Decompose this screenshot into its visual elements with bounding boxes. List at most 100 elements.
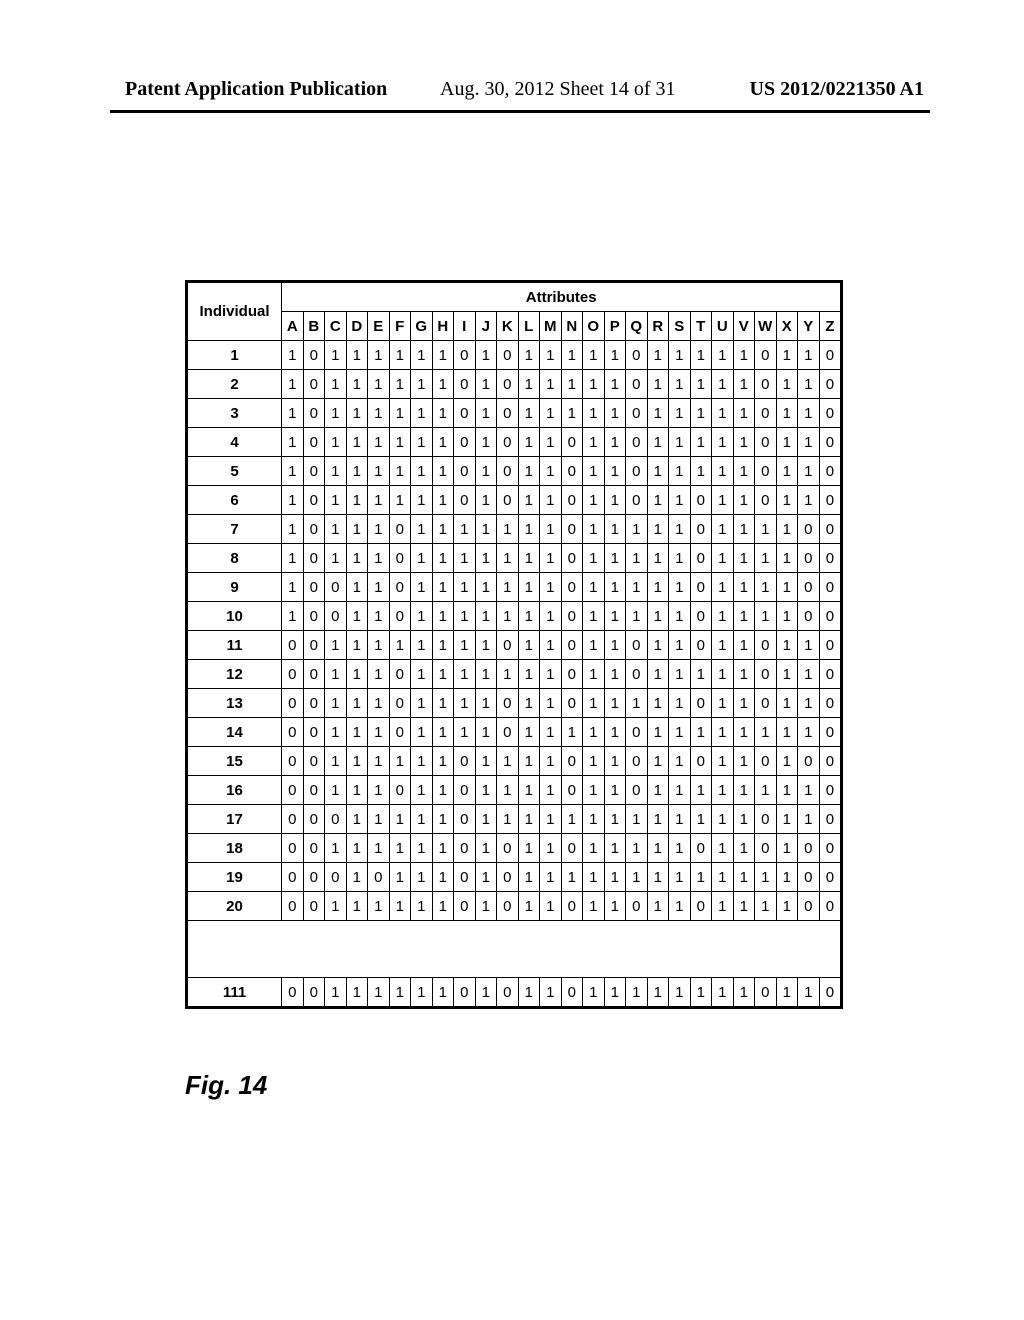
cell: 1 xyxy=(282,428,304,457)
cell: 0 xyxy=(561,776,583,805)
cell: 1 xyxy=(776,689,798,718)
cell: 1 xyxy=(776,486,798,515)
table-row: 510111111010110110111110110 xyxy=(188,457,841,486)
cell: 0 xyxy=(626,428,648,457)
cell: 1 xyxy=(325,341,347,370)
cell: 1 xyxy=(647,573,669,602)
cell: 0 xyxy=(819,747,841,776)
cell: 1 xyxy=(346,747,368,776)
cell: 1 xyxy=(647,515,669,544)
cell: 0 xyxy=(798,515,820,544)
cell: 1 xyxy=(626,602,648,631)
cell: 1 xyxy=(733,892,755,921)
cell: 1 xyxy=(712,573,734,602)
cell: 1 xyxy=(776,805,798,834)
cell: 1 xyxy=(411,718,433,747)
col-header-letter: K xyxy=(497,312,519,341)
cell: 0 xyxy=(755,399,777,428)
table-row: 410111111010110110111110110 xyxy=(188,428,841,457)
cell: 1 xyxy=(282,399,304,428)
table-header-row-1: Individual Attributes xyxy=(188,283,841,312)
cell: 0 xyxy=(561,834,583,863)
cell: 1 xyxy=(669,776,691,805)
cell: 1 xyxy=(411,776,433,805)
cell: 0 xyxy=(561,428,583,457)
cell: 1 xyxy=(475,776,497,805)
cell: 1 xyxy=(432,428,454,457)
cell: 0 xyxy=(303,486,325,515)
cell: 0 xyxy=(303,863,325,892)
cell: 0 xyxy=(561,602,583,631)
cell: 0 xyxy=(626,631,648,660)
cell: 0 xyxy=(626,486,648,515)
cell: 1 xyxy=(346,863,368,892)
cell: 0 xyxy=(282,805,304,834)
cell: 0 xyxy=(303,834,325,863)
col-header-letter: V xyxy=(733,312,755,341)
cell: 1 xyxy=(475,978,497,1007)
cell: 1 xyxy=(798,399,820,428)
cell: 0 xyxy=(819,718,841,747)
cell: 0 xyxy=(561,573,583,602)
cell: 1 xyxy=(776,863,798,892)
row-label: 19 xyxy=(188,863,282,892)
cell: 1 xyxy=(518,457,540,486)
cell: 0 xyxy=(626,747,648,776)
cell: 1 xyxy=(475,689,497,718)
cell: 1 xyxy=(540,631,562,660)
cell: 1 xyxy=(497,544,519,573)
cell: 0 xyxy=(819,515,841,544)
cell: 0 xyxy=(819,892,841,921)
cell: 1 xyxy=(647,544,669,573)
cell: 1 xyxy=(776,457,798,486)
cell: 1 xyxy=(411,660,433,689)
cell: 1 xyxy=(733,863,755,892)
cell: 1 xyxy=(583,544,605,573)
cell: 0 xyxy=(389,718,411,747)
cell: 1 xyxy=(325,660,347,689)
cell: 1 xyxy=(604,602,626,631)
cell: 1 xyxy=(432,631,454,660)
cell: 1 xyxy=(368,399,390,428)
cell: 1 xyxy=(518,660,540,689)
cell: 0 xyxy=(819,573,841,602)
table-spacer-row xyxy=(188,921,841,978)
cell: 1 xyxy=(540,834,562,863)
cell: 1 xyxy=(798,457,820,486)
cell: 1 xyxy=(604,834,626,863)
cell: 1 xyxy=(411,573,433,602)
cell: 1 xyxy=(475,892,497,921)
cell: 1 xyxy=(712,805,734,834)
cell: 1 xyxy=(712,428,734,457)
cell: 0 xyxy=(303,341,325,370)
cell: 1 xyxy=(389,978,411,1007)
cell: 0 xyxy=(282,747,304,776)
cell: 1 xyxy=(583,776,605,805)
cell: 1 xyxy=(604,718,626,747)
cell: 1 xyxy=(475,457,497,486)
cell: 1 xyxy=(669,399,691,428)
cell: 1 xyxy=(540,399,562,428)
cell: 1 xyxy=(368,457,390,486)
cell: 0 xyxy=(819,834,841,863)
cell: 1 xyxy=(540,805,562,834)
cell: 1 xyxy=(755,863,777,892)
cell: 1 xyxy=(583,834,605,863)
cell: 0 xyxy=(497,631,519,660)
row-label: 9 xyxy=(188,573,282,602)
cell: 1 xyxy=(733,515,755,544)
cell: 0 xyxy=(690,486,712,515)
cell: 1 xyxy=(733,399,755,428)
cell: 1 xyxy=(583,747,605,776)
cell: 1 xyxy=(368,370,390,399)
cell: 1 xyxy=(325,370,347,399)
cell: 1 xyxy=(518,776,540,805)
cell: 1 xyxy=(733,660,755,689)
cell: 1 xyxy=(604,747,626,776)
cell: 1 xyxy=(389,747,411,776)
cell: 1 xyxy=(798,718,820,747)
cell: 1 xyxy=(798,805,820,834)
cell: 1 xyxy=(432,370,454,399)
cell: 1 xyxy=(583,602,605,631)
cell: 1 xyxy=(518,689,540,718)
